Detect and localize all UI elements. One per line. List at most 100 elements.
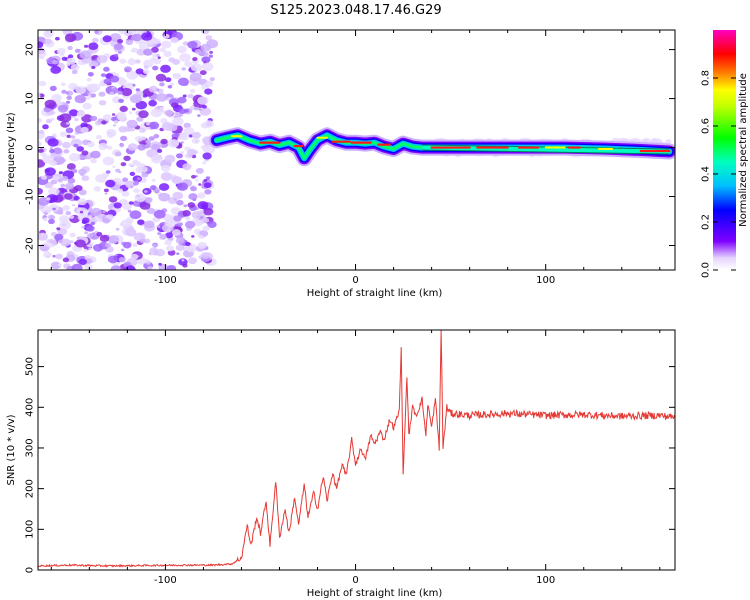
noise-speck <box>135 68 144 75</box>
noise-speck <box>61 175 69 181</box>
noise-speck <box>82 217 90 224</box>
noise-speck <box>118 98 124 103</box>
noise-speck <box>177 45 187 54</box>
noise-speck <box>151 178 156 182</box>
noise-speck <box>132 243 138 248</box>
noise-speck <box>79 210 84 214</box>
noise-speck <box>168 57 176 63</box>
noise-speck <box>111 113 116 116</box>
noise-speck <box>139 128 143 132</box>
noise-speck <box>65 182 75 190</box>
noise-speck <box>67 177 76 184</box>
noise-speck <box>72 203 76 207</box>
noise-speck <box>187 202 196 208</box>
noise-speck <box>149 141 162 151</box>
noise-speck <box>54 233 64 241</box>
noise-speck <box>195 178 199 182</box>
noise-speck <box>127 82 133 87</box>
noise-speck <box>75 86 87 95</box>
noise-speck <box>143 65 149 69</box>
noise-speck <box>157 232 162 236</box>
noise-speck <box>159 106 164 110</box>
spectrogram-content <box>38 30 675 270</box>
noise-speck <box>156 225 161 228</box>
noise-speck <box>164 239 172 246</box>
noise-speck <box>133 188 140 194</box>
noise-speck <box>198 183 202 186</box>
noise-speck <box>84 44 89 48</box>
noise-speck <box>66 100 71 104</box>
colorbar-tick-label: 0.6 <box>701 118 712 134</box>
noise-speck <box>176 117 181 121</box>
noise-speck <box>160 64 171 73</box>
noise-speck <box>199 70 207 76</box>
noise-speck <box>139 238 146 244</box>
noise-speck <box>188 193 198 200</box>
noise-speck <box>134 136 143 142</box>
noise-speck <box>181 67 186 71</box>
noise-speck <box>78 258 87 265</box>
noise-speck <box>46 197 51 201</box>
noise-speck <box>205 176 211 180</box>
noise-speck <box>164 154 176 163</box>
noise-speck <box>70 135 76 139</box>
noise-speck <box>176 199 184 206</box>
noise-speck <box>197 114 201 117</box>
colorbar-label: Normalized spectral amplitude <box>738 73 749 227</box>
noise-speck <box>70 138 83 148</box>
noise-speck <box>171 117 184 126</box>
noise-speck <box>105 179 116 188</box>
noise-speck <box>208 54 213 58</box>
x-tick-label: -100 <box>154 275 177 286</box>
noise-speck <box>56 158 61 163</box>
noise-speck <box>141 32 153 41</box>
noise-speck <box>182 210 191 217</box>
colorbar-tick-label: 0.8 <box>701 70 712 86</box>
noise-speck <box>150 108 163 118</box>
noise-speck <box>192 57 198 62</box>
noise-speck <box>122 177 128 182</box>
noise-speck <box>48 187 60 196</box>
noise-speck <box>69 109 79 117</box>
noise-speck <box>197 96 209 105</box>
noise-speck <box>73 195 80 201</box>
noise-speck <box>207 221 217 228</box>
noise-speck <box>105 170 111 174</box>
noise-speck <box>50 179 58 185</box>
noise-speck <box>149 251 155 256</box>
noise-speck <box>76 110 86 118</box>
noise-speck <box>159 82 165 87</box>
noise-speck <box>88 247 92 251</box>
noise-speck <box>185 216 191 221</box>
noise-speck <box>178 222 183 226</box>
noise-speck <box>65 211 72 216</box>
noise-speck <box>44 99 56 109</box>
noise-speck <box>145 139 152 144</box>
snr-content <box>38 330 675 568</box>
noise-speck <box>159 234 167 240</box>
noise-speck <box>40 152 47 158</box>
plot-frame <box>37 29 676 271</box>
y-tick-label: 300 <box>25 438 36 457</box>
noise-speck <box>161 122 174 131</box>
noise-speck <box>119 105 128 112</box>
noise-speck <box>145 198 152 204</box>
noise-speck <box>102 35 112 43</box>
noise-speck <box>79 50 92 60</box>
noise-speck <box>90 221 96 226</box>
noise-speck <box>187 153 193 158</box>
noise-speck <box>121 87 133 97</box>
noise-speck <box>127 58 137 66</box>
noise-speck <box>61 56 68 61</box>
noise-speck <box>104 192 108 195</box>
noise-speck <box>151 46 159 53</box>
noise-speck <box>187 40 198 49</box>
noise-speck <box>103 66 110 72</box>
noise-speck <box>86 225 95 232</box>
noise-speck <box>113 124 116 127</box>
noise-speck <box>95 134 102 140</box>
colorbar-tick-label: 0.4 <box>701 166 712 182</box>
noise-speck <box>203 179 208 182</box>
snr-panel: -100 0 100 0 100 200 300 400 500 Height of straig… <box>6 329 676 599</box>
noise-speck <box>164 219 176 228</box>
